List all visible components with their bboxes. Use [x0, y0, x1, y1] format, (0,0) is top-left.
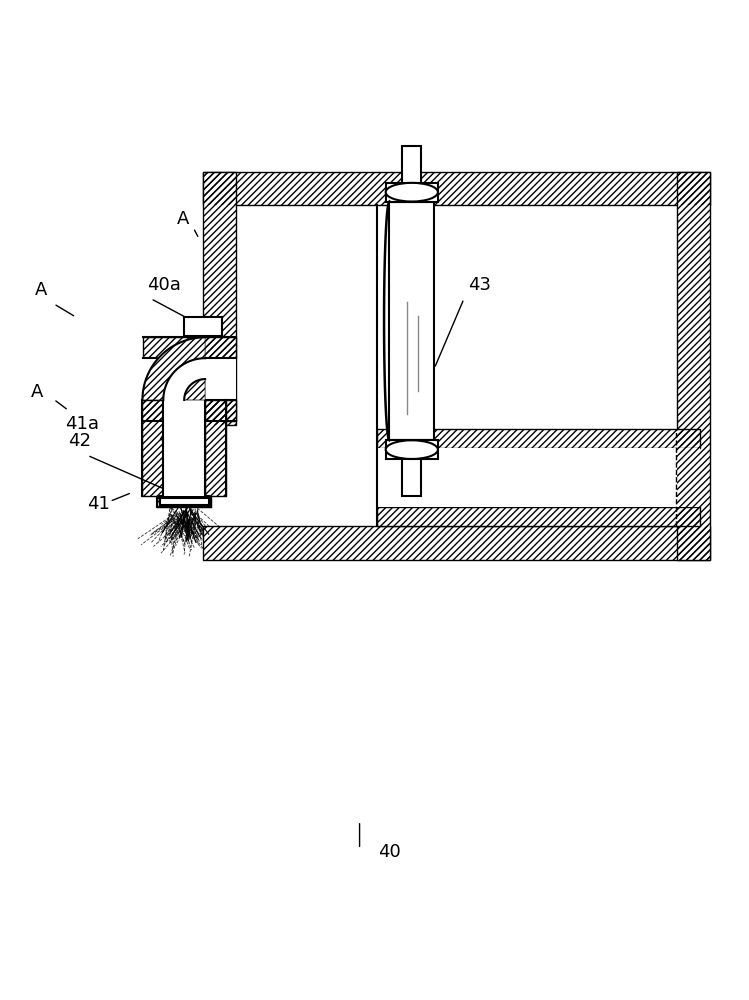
Bar: [203, 172, 710, 205]
Bar: [203, 526, 710, 560]
Bar: [377, 429, 700, 448]
Bar: [402, 459, 421, 496]
Bar: [142, 400, 163, 496]
Bar: [676, 172, 710, 560]
Bar: [402, 146, 421, 183]
Bar: [143, 358, 237, 400]
Bar: [143, 337, 237, 358]
Bar: [389, 202, 434, 440]
Ellipse shape: [386, 440, 438, 459]
Text: A: A: [31, 383, 43, 401]
Ellipse shape: [386, 183, 438, 202]
Bar: [386, 440, 438, 459]
Wedge shape: [142, 337, 205, 400]
Bar: [386, 183, 438, 202]
Text: 40: 40: [378, 843, 401, 861]
Bar: [160, 496, 209, 505]
Bar: [237, 205, 676, 526]
Bar: [205, 400, 226, 496]
Bar: [377, 429, 700, 448]
Text: 43: 43: [468, 276, 491, 294]
Bar: [203, 526, 710, 560]
Text: 42: 42: [69, 432, 91, 450]
Bar: [184, 317, 222, 336]
Bar: [157, 498, 211, 507]
Bar: [142, 400, 163, 496]
Bar: [143, 337, 237, 358]
Bar: [377, 507, 700, 526]
Bar: [203, 172, 237, 425]
Text: A: A: [35, 281, 47, 299]
Text: A: A: [177, 210, 189, 228]
Bar: [143, 400, 237, 421]
Bar: [378, 448, 700, 507]
Bar: [203, 172, 237, 425]
Text: 41a: 41a: [65, 415, 99, 433]
Bar: [377, 507, 700, 526]
Bar: [143, 400, 237, 421]
Wedge shape: [163, 358, 205, 400]
Bar: [160, 496, 209, 505]
Bar: [676, 172, 710, 560]
Bar: [203, 172, 710, 205]
Text: 40a: 40a: [147, 276, 181, 294]
Text: 42a: 42a: [158, 429, 192, 447]
Bar: [160, 496, 209, 505]
Bar: [163, 400, 205, 496]
Bar: [157, 498, 211, 507]
Bar: [205, 400, 226, 496]
Text: 41: 41: [87, 495, 110, 513]
Wedge shape: [184, 379, 205, 400]
